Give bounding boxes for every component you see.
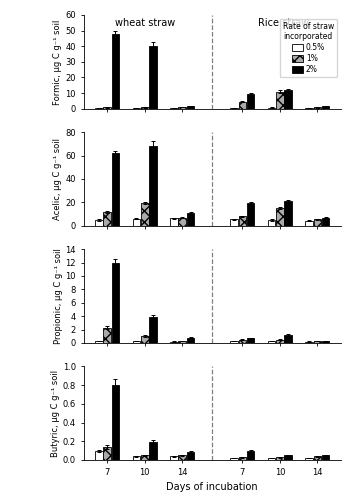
- Bar: [170, 456, 178, 460]
- Bar: [141, 336, 149, 343]
- Bar: [247, 338, 254, 343]
- Bar: [103, 107, 111, 108]
- Bar: [238, 457, 246, 460]
- Bar: [314, 107, 321, 108]
- Bar: [322, 106, 330, 108]
- Bar: [314, 456, 321, 460]
- Bar: [276, 340, 284, 343]
- Bar: [322, 456, 330, 460]
- Bar: [133, 456, 140, 460]
- Y-axis label: Formic, μg C g⁻¹ soil: Formic, μg C g⁻¹ soil: [54, 19, 63, 104]
- Bar: [284, 201, 292, 226]
- Bar: [187, 338, 194, 343]
- Bar: [112, 153, 119, 226]
- Bar: [268, 341, 275, 343]
- Bar: [179, 456, 186, 460]
- Bar: [95, 341, 103, 343]
- Bar: [95, 450, 103, 460]
- Bar: [247, 450, 254, 460]
- Bar: [149, 318, 157, 343]
- Bar: [187, 106, 194, 108]
- Bar: [103, 447, 111, 460]
- Y-axis label: Propionic, μg C g⁻¹ soil: Propionic, μg C g⁻¹ soil: [54, 248, 63, 344]
- Bar: [133, 219, 140, 226]
- Bar: [187, 213, 194, 226]
- Bar: [103, 328, 111, 343]
- Bar: [284, 335, 292, 343]
- Bar: [230, 341, 238, 343]
- Bar: [322, 341, 330, 343]
- Bar: [230, 458, 238, 460]
- Bar: [305, 220, 313, 226]
- Bar: [284, 90, 292, 108]
- Bar: [268, 458, 275, 460]
- Bar: [276, 208, 284, 226]
- Bar: [112, 385, 119, 460]
- Bar: [141, 203, 149, 226]
- Bar: [276, 457, 284, 460]
- Text: Rice straw: Rice straw: [258, 18, 309, 28]
- Bar: [230, 220, 238, 226]
- Bar: [284, 456, 292, 460]
- Bar: [133, 341, 140, 343]
- Bar: [179, 218, 186, 226]
- Bar: [170, 342, 178, 343]
- Bar: [179, 341, 186, 343]
- Bar: [322, 218, 330, 226]
- Bar: [238, 216, 246, 226]
- Bar: [170, 218, 178, 226]
- Bar: [187, 452, 194, 460]
- Bar: [112, 34, 119, 108]
- Bar: [149, 46, 157, 108]
- Bar: [103, 212, 111, 226]
- Bar: [314, 341, 321, 343]
- Y-axis label: Acelic, μg C g⁻¹ soil: Acelic, μg C g⁻¹ soil: [54, 138, 63, 220]
- Bar: [247, 203, 254, 226]
- Bar: [276, 92, 284, 108]
- Bar: [149, 442, 157, 460]
- X-axis label: Days of incubation: Days of incubation: [166, 482, 258, 492]
- Y-axis label: Butyric, μg C g⁻¹ soil: Butyric, μg C g⁻¹ soil: [51, 370, 60, 456]
- Legend: 0.5%, 1%, 2%: 0.5%, 1%, 2%: [280, 19, 337, 77]
- Bar: [314, 220, 321, 226]
- Bar: [95, 220, 103, 226]
- Bar: [141, 456, 149, 460]
- Bar: [179, 107, 186, 108]
- Bar: [268, 220, 275, 226]
- Bar: [141, 107, 149, 108]
- Bar: [149, 146, 157, 226]
- Bar: [238, 340, 246, 343]
- Bar: [305, 458, 313, 460]
- Bar: [238, 102, 246, 108]
- Text: wheat straw: wheat straw: [114, 18, 175, 28]
- Bar: [247, 94, 254, 108]
- Bar: [112, 262, 119, 343]
- Bar: [305, 342, 313, 343]
